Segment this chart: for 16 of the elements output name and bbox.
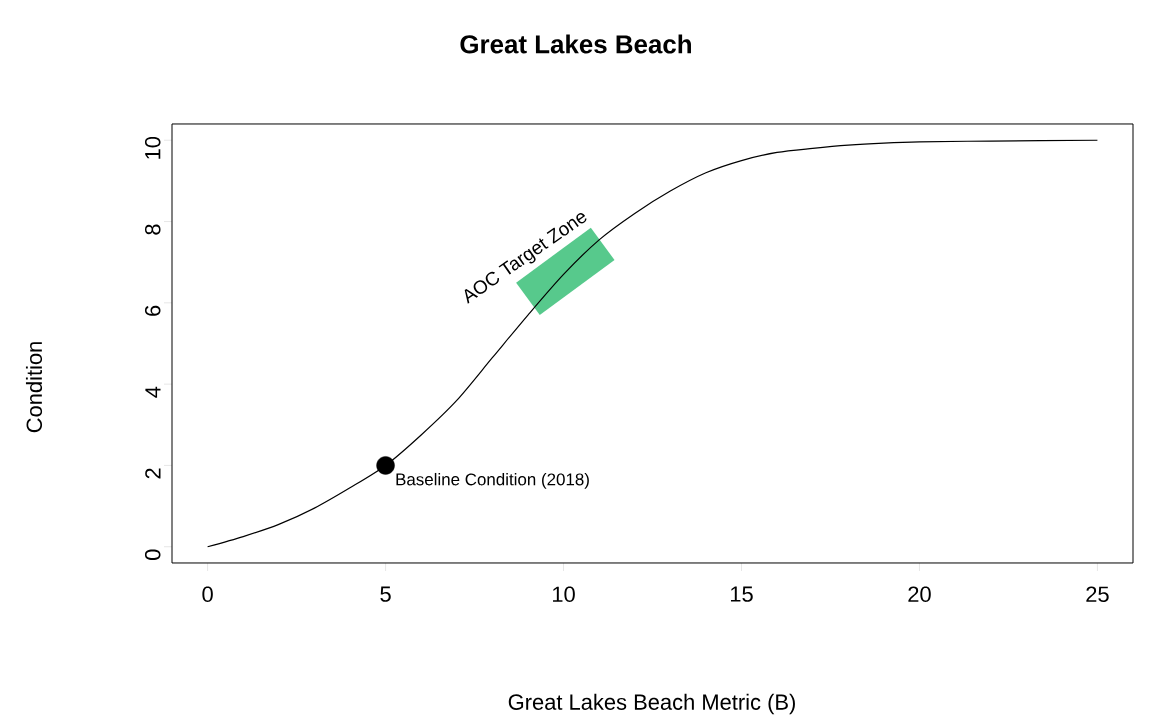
- x-tick-label: 0: [202, 586, 213, 603]
- y-tick-label: 6: [144, 305, 161, 316]
- x-tick-label: 20: [908, 586, 931, 603]
- x-tick-label: 5: [380, 586, 391, 602]
- x-tick-label: 15: [730, 586, 753, 602]
- y-tick-label: 4: [145, 386, 161, 398]
- y-axis-title: Condition: [25, 342, 43, 433]
- chart-title: Great Lakes Beach: [460, 34, 691, 54]
- annotation: Baseline Condition (2018): [396, 472, 589, 489]
- x-tick-label: 25: [1086, 586, 1109, 603]
- x-axis-title: Great Lakes Beach Metric (B): [508, 693, 795, 715]
- y-tick-label: 0: [144, 549, 161, 560]
- y-tick-label: 8: [144, 224, 161, 235]
- x-tick-label: 10: [553, 586, 575, 603]
- y-tick-label: 2: [145, 468, 161, 479]
- y-tick-label: 10: [144, 136, 161, 159]
